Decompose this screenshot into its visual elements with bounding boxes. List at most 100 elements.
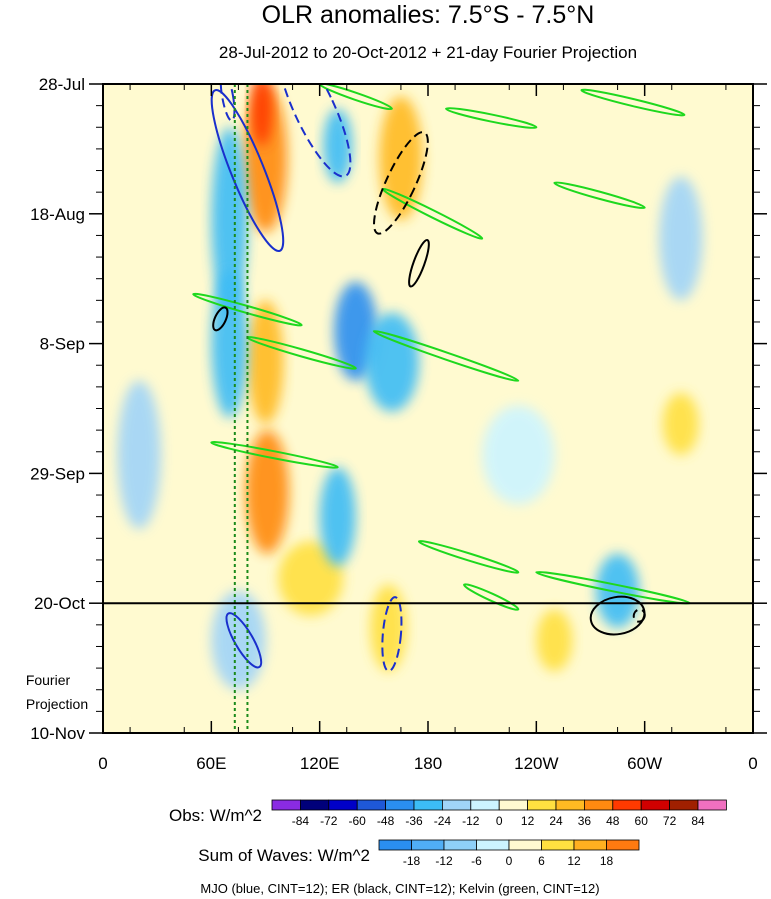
obs-colorbar-label-8: 12 (521, 814, 535, 828)
obs-colorbar-label-5: -24 (434, 814, 452, 828)
waves-colorbar-label-5: 12 (567, 854, 581, 868)
obs-colorbar-box-14 (669, 799, 699, 811)
x-tick-label-1: 60E (196, 754, 226, 773)
anomaly-blob-4 (379, 96, 423, 220)
x-tick-label-5: 60W (627, 754, 662, 773)
y-tick-label-2: 8-Sep (40, 335, 85, 354)
obs-colorbar-label-1: -72 (320, 814, 338, 828)
kelvin-contour-5 (580, 88, 686, 117)
obs-colorbar-label-11: 48 (606, 814, 620, 828)
anomaly-blob-7 (662, 393, 699, 455)
mjo-contour-0 (210, 89, 285, 252)
obs-colorbar-box-7 (470, 799, 500, 811)
obs-colorbar-box-5 (413, 799, 443, 811)
er-contour-1 (408, 238, 430, 288)
waves-colorbar-label-3: 0 (506, 854, 513, 868)
waves-colorbar-label-0: -18 (403, 854, 421, 868)
anomaly-blob-19 (482, 405, 555, 505)
obs-colorbar-box-4 (385, 799, 415, 811)
anomaly-blob-1 (251, 84, 273, 146)
chart-subtitle: 28-Jul-2012 to 20-Oct-2012 + 21-day Four… (219, 43, 637, 62)
waves-colorbar-title: Sum of Waves: W/m^2 (198, 846, 370, 865)
y-tick-label-1: 18-Aug (30, 205, 85, 224)
obs-colorbar-box-6 (441, 799, 472, 811)
obs-colorbar-box-2 (328, 799, 358, 811)
waves-colorbar-box-2 (443, 839, 477, 851)
x-tick-label-0: 0 (98, 754, 107, 773)
mjo-contour-1 (277, 84, 352, 178)
anomaly-blob-12 (364, 312, 419, 412)
obs-colorbar-label-0: -84 (292, 814, 310, 828)
mjo-contour-4 (381, 596, 403, 673)
anomaly-blob-15 (211, 590, 266, 690)
waves-colorbar-label-2: -6 (471, 854, 482, 868)
anomaly-blob-18 (117, 380, 161, 530)
obs-colorbar-box-11 (584, 799, 614, 811)
mjo-contour-2 (219, 84, 236, 122)
axis-ticks: 0 60E 120E 180 120W 60W 0 28-Jul 18-Aug 8-Sep 29-S… (30, 75, 767, 773)
obs-colorbar-box-13 (640, 799, 671, 811)
waves-colorbar-box-6 (573, 839, 607, 851)
anomaly-blob-3 (245, 430, 289, 554)
mjo-contours (210, 84, 403, 673)
contour-legend-caption: MJO (blue, CINT=12); ER (black, CINT=12)… (200, 881, 599, 896)
waves-colorbar: -18 -12 -6 0 6 12 18 (378, 839, 640, 868)
anomaly-blob-8 (536, 609, 573, 672)
projection-label-line2: Projection (26, 696, 88, 712)
obs-colorbar-label-4: -36 (405, 814, 423, 828)
anomaly-blob-6 (278, 541, 344, 616)
waves-colorbar-label-6: 18 (600, 854, 614, 868)
x-tick-label-3: 180 (414, 754, 442, 773)
anomaly-blob-13 (319, 467, 356, 567)
y-tick-label-4: 20-Oct (34, 594, 85, 613)
obs-colorbar-box-15 (697, 799, 727, 811)
er-contour-2 (212, 306, 229, 332)
y-tick-label-3: 29-Sep (30, 464, 85, 483)
obs-colorbar-label-14: 84 (691, 814, 705, 828)
obs-colorbar-label-2: -60 (349, 814, 367, 828)
obs-colorbar-label-3: -48 (377, 814, 395, 828)
obs-colorbar-label-7: 0 (496, 814, 503, 828)
waves-colorbar-box-3 (476, 839, 510, 851)
obs-colorbar-label-10: 36 (578, 814, 592, 828)
y-tick-label-5: 10-Nov (30, 724, 85, 743)
waves-colorbar-box-7 (606, 839, 640, 851)
x-tick-label-6: 0 (748, 754, 757, 773)
waves-colorbar-box-1 (411, 839, 445, 851)
obs-colorbar-box-8 (498, 799, 529, 811)
x-tick-label-4: 120W (514, 754, 558, 773)
anomaly-blob-17 (659, 176, 703, 301)
er-contour-4 (632, 608, 646, 623)
x-tick-label-2: 120E (300, 754, 340, 773)
chart-title: OLR anomalies: 7.5°S - 7.5°N (262, 1, 595, 29)
obs-colorbar-box-3 (356, 799, 387, 811)
reference-longitude-lines (233, 84, 249, 733)
anomaly-blob-14 (323, 108, 353, 183)
plot-background (103, 84, 753, 733)
projection-label-line1: Fourier (26, 672, 71, 688)
waves-colorbar-label-4: 6 (538, 854, 545, 868)
obs-colorbar-label-13: 72 (663, 814, 677, 828)
anomaly-blob-9 (211, 127, 248, 313)
waves-colorbar-box-0 (378, 839, 412, 851)
anomaly-shading (117, 84, 703, 690)
kelvin-contour-2 (372, 330, 520, 382)
anomaly-blob-5 (370, 584, 407, 672)
kelvin-contour-11 (463, 583, 520, 611)
obs-colorbar-title: Obs: W/m^2 (169, 806, 262, 825)
waves-colorbar-box-4 (508, 839, 542, 851)
obs-colorbar-box-10 (555, 799, 585, 811)
obs-colorbar-box-0 (271, 799, 301, 811)
obs-colorbar-box-9 (527, 799, 557, 811)
y-tick-label-0: 28-Jul (39, 75, 85, 94)
kelvin-contour-8 (553, 181, 646, 210)
er-contours (212, 131, 646, 636)
obs-colorbar-box-1 (299, 799, 330, 811)
obs-colorbar-label-12: 60 (635, 814, 649, 828)
mjo-contour-3 (225, 612, 263, 669)
obs-colorbar-box-12 (612, 799, 642, 811)
waves-colorbar-label-1: -12 (435, 854, 453, 868)
anomaly-blob-10 (211, 269, 248, 418)
obs-colorbar: -84 -72 -60 -48 -36 -24 -12 0 12 24 36 48 60 72 84 (271, 799, 727, 828)
anomaly-blob-2 (247, 300, 284, 424)
